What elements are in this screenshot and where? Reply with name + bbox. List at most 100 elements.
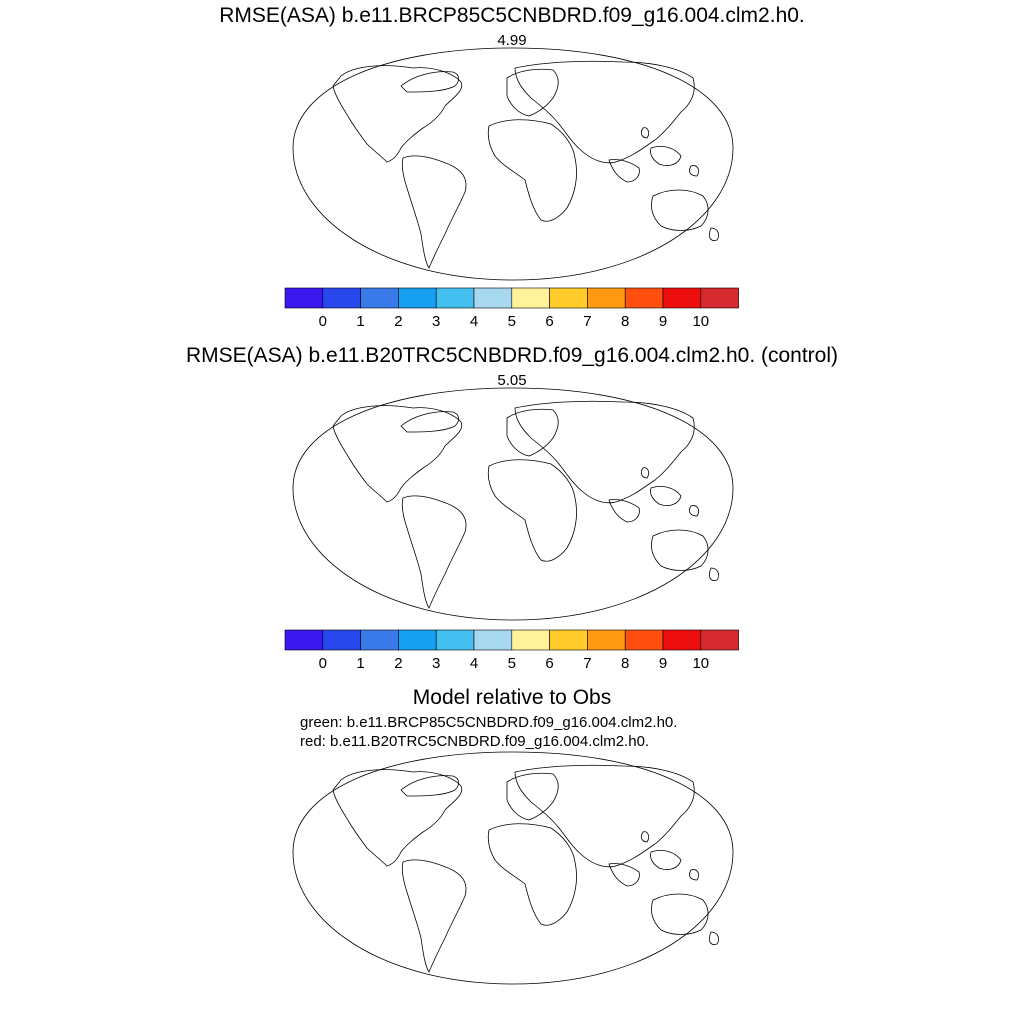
field-cell: [323, 244, 329, 250]
field-cell: [647, 274, 653, 280]
field-cell: [707, 578, 713, 584]
field-cell: [689, 70, 695, 76]
field-cell: [581, 614, 587, 620]
field-cell: [707, 244, 713, 250]
field-cell: [713, 226, 719, 232]
field-cell: [713, 401, 719, 404]
field-cell: [701, 422, 707, 428]
field-cell: [695, 614, 701, 620]
field-cell: [683, 584, 689, 590]
field-cell: [359, 602, 365, 608]
field-cell: [341, 250, 347, 256]
colorbar-swatch: [624, 287, 664, 309]
field-cell: [425, 614, 431, 620]
field-cell: [671, 602, 677, 608]
field-cell: [359, 256, 365, 262]
field-cell: [719, 560, 725, 566]
field-cell: [653, 61, 659, 64]
field-cell: [659, 590, 665, 596]
field-cell: [707, 262, 713, 268]
field-cell: [611, 268, 617, 274]
field-cell: [323, 398, 329, 404]
field-cell: [665, 274, 671, 280]
field-cell: [683, 262, 689, 268]
field-cell: [653, 401, 659, 404]
field-cell: [665, 61, 671, 64]
field-cell: [635, 614, 641, 620]
field-cell: [347, 404, 353, 410]
colorbar-tick-label: 3: [432, 313, 440, 330]
field-cell: [353, 256, 359, 262]
field-cell: [701, 566, 707, 572]
field-cell: [701, 76, 707, 82]
panel2-colorbar: 0 1 2 3 4 5 6 7 8 9 10: [284, 629, 739, 672]
field-cell: [713, 250, 719, 256]
colorbar-tick-label: 4: [470, 313, 478, 330]
field-cell: [341, 64, 347, 70]
field-cell: [371, 268, 377, 274]
field-cell: [347, 250, 353, 256]
field-cell: [335, 238, 341, 244]
field-cell: [719, 202, 725, 208]
field-cell: [371, 608, 377, 614]
field-cell: [335, 244, 341, 250]
panel1-map: [292, 47, 734, 281]
field-cell: [359, 590, 365, 596]
field-cell: [671, 590, 677, 596]
field-cell: [701, 608, 707, 614]
field-cell: [713, 256, 719, 262]
colorbar-tick-label: 5: [508, 313, 516, 330]
field-cell: [665, 268, 671, 274]
field-cell: [383, 608, 389, 614]
field-cell: [365, 274, 371, 280]
colorbar-tick-label: 7: [583, 313, 591, 330]
panel1-title: RMSE(ASA) b.e11.BRCP85C5CNBDRD.f09_g16.0…: [219, 4, 805, 27]
field-cell: [695, 416, 701, 422]
field-cell: [707, 70, 713, 76]
field-cell: [677, 590, 683, 596]
field-cell: [629, 602, 635, 608]
field-cell: [713, 94, 719, 100]
field-cell: [701, 572, 707, 578]
field-cell: [689, 256, 695, 262]
field-cell: [689, 250, 695, 256]
field-cell: [695, 274, 701, 280]
field-cell: [419, 274, 425, 280]
field-cell: [413, 608, 419, 614]
field-cell: [365, 268, 371, 274]
field-cell: [713, 434, 719, 440]
field-cell: [653, 608, 659, 614]
field-cell: [353, 614, 359, 620]
field-cell: [383, 602, 389, 608]
field-cell: [641, 256, 647, 262]
field-cell: [683, 572, 689, 578]
field-cell: [333, 404, 335, 410]
field-cell: [719, 244, 725, 250]
field-cell: [683, 61, 689, 64]
field-cell: [677, 578, 683, 584]
field-cell: [719, 614, 725, 620]
field-cell: [353, 401, 359, 404]
field-cell: [333, 596, 335, 602]
field-cell: [407, 268, 413, 274]
field-cell: [707, 268, 713, 274]
field-cell: [347, 401, 353, 404]
field-cell: [701, 416, 707, 422]
field-cell: [689, 614, 695, 620]
field-cell: [653, 262, 659, 268]
field-cell: [323, 602, 329, 608]
field-cell: [359, 614, 365, 620]
field-cell: [605, 268, 611, 274]
field-cell: [335, 268, 341, 274]
field-cell: [353, 584, 359, 590]
field-cell: [323, 58, 329, 64]
field-cell: [323, 268, 329, 274]
field-cell: [701, 410, 707, 416]
field-cell: [683, 608, 689, 614]
field-cell: [719, 220, 725, 226]
field-cell: [335, 608, 341, 614]
field-cell: [383, 274, 389, 280]
field-cell: [395, 602, 401, 608]
field-cell: [707, 250, 713, 256]
field-cell: [389, 274, 395, 280]
